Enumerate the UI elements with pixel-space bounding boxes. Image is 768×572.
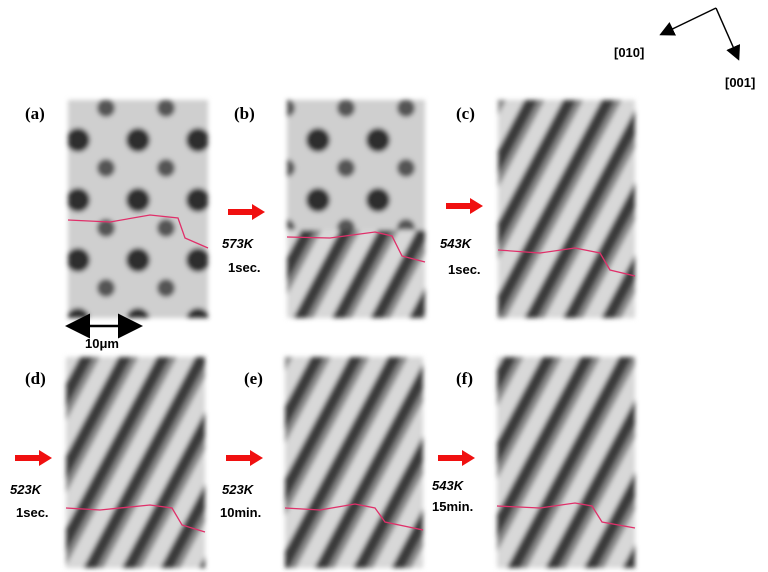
- image: [66, 357, 205, 568]
- temperature: 573K: [222, 236, 255, 251]
- process-arrow-head: [250, 450, 263, 466]
- image: [498, 100, 635, 318]
- temperature: 523K: [222, 482, 255, 497]
- process-arrow-head: [39, 450, 52, 466]
- panel-label: (f): [456, 369, 473, 388]
- temperature: 543K: [432, 478, 465, 493]
- direction-label: [010]: [614, 45, 644, 60]
- duration: 10min.: [220, 505, 261, 520]
- temperature: 543K: [440, 236, 473, 251]
- duration: 15min.: [432, 499, 473, 514]
- panel-label: (e): [244, 369, 263, 388]
- temperature: 523K: [10, 482, 43, 497]
- panel-label: (d): [25, 369, 46, 388]
- micrographs: [66, 100, 635, 568]
- panel-label: (a): [25, 104, 45, 123]
- image: [285, 357, 423, 568]
- process-arrow-head: [462, 450, 475, 466]
- scale-label: 10μm: [85, 336, 119, 351]
- image: [68, 100, 208, 318]
- duration: 1sec.: [228, 260, 261, 275]
- process-arrow-head: [252, 204, 265, 220]
- image: [287, 230, 425, 318]
- direction-label: [001]: [725, 75, 755, 90]
- duration: 1sec.: [16, 505, 49, 520]
- orientation: [010] [001]: [614, 8, 755, 90]
- figure: [010] [001] 10μm (a) (b) 573K 1sec. (c) 543K 1…: [0, 0, 768, 572]
- process-arrow-head: [470, 198, 483, 214]
- duration: 1sec.: [448, 262, 481, 277]
- panel-label: (b): [234, 104, 255, 123]
- image: [497, 357, 635, 568]
- panel-label: (c): [456, 104, 475, 123]
